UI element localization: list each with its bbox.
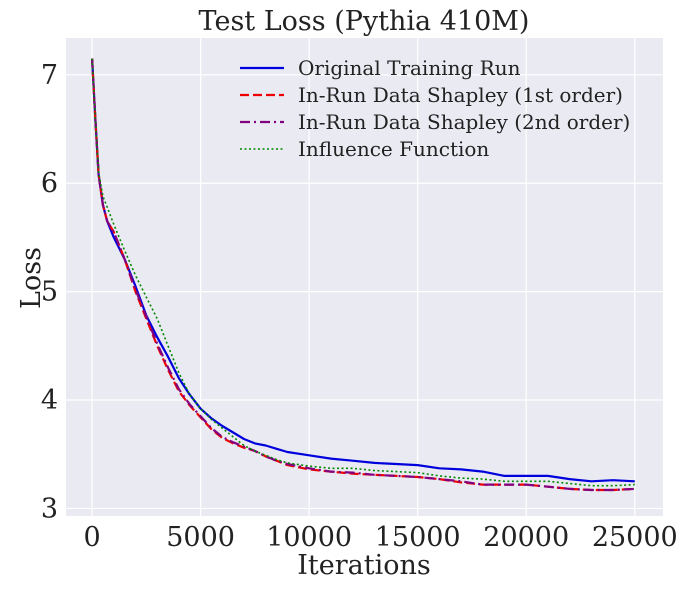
legend-label: In-Run Data Shapley (2nd order) — [298, 110, 630, 134]
series-line-2 — [91, 58, 635, 492]
x-tick-label: 20000 — [483, 522, 569, 553]
series-layer — [91, 58, 635, 492]
y-tick-label: 5 — [41, 277, 58, 308]
y-tick-label: 6 — [41, 168, 58, 199]
x-tick-label: 25000 — [592, 522, 678, 553]
legend-label: Original Training Run — [298, 56, 521, 80]
gridlines — [66, 38, 663, 516]
y-tick-label: 7 — [41, 60, 58, 91]
y-tick-labels: 3 4 5 6 7 — [41, 60, 58, 525]
x-tick-label: 15000 — [375, 522, 461, 553]
y-axis-label: Loss — [16, 247, 47, 309]
x-axis-label: Iterations — [297, 550, 430, 581]
legend-label: Influence Function — [298, 137, 489, 161]
x-tick-label: 5000 — [166, 522, 235, 553]
y-tick-label: 4 — [41, 385, 58, 416]
plot-area — [66, 38, 663, 516]
x-tick-labels: 0 5000 10000 15000 20000 25000 — [83, 522, 677, 553]
y-tick-label: 3 — [41, 493, 58, 524]
x-tick-label: 10000 — [266, 522, 352, 553]
x-tick-label: 0 — [83, 522, 100, 553]
legend: Original Training Run In-Run Data Shapley… — [240, 56, 630, 161]
chart-title: Test Loss (Pythia 410M) — [199, 6, 530, 37]
legend-label: In-Run Data Shapley (1st order) — [298, 83, 623, 107]
